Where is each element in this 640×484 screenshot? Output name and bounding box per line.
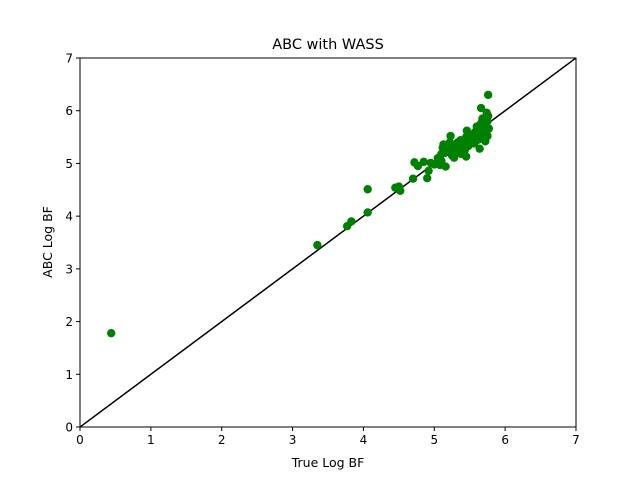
data-point-65 xyxy=(484,124,494,133)
data-point-53 xyxy=(476,103,486,113)
data-point-4 xyxy=(363,208,372,217)
data-point-12 xyxy=(419,157,428,167)
data-point-8 xyxy=(396,186,405,196)
y-tick-label-1: 1 xyxy=(65,368,73,382)
x-tick-label-6: 6 xyxy=(501,433,509,447)
axes-frame xyxy=(79,57,577,428)
data-point-26 xyxy=(446,131,455,141)
data-point-69 xyxy=(437,156,446,165)
data-point-0 xyxy=(106,328,116,338)
reference-line xyxy=(80,58,576,427)
data-point-1 xyxy=(313,240,322,250)
data-point-3 xyxy=(347,217,356,226)
y-tick-label-4: 4 xyxy=(65,210,73,224)
data-point-23 xyxy=(441,162,450,171)
x-tick-label-7: 7 xyxy=(572,433,580,447)
y-tick-label-6: 6 xyxy=(65,104,73,118)
data-point-68 xyxy=(453,138,462,147)
x-tick-label-2: 2 xyxy=(218,433,226,447)
data-point-5 xyxy=(363,185,372,194)
data-point-50 xyxy=(475,144,484,153)
y-tick-label-7: 7 xyxy=(65,52,73,66)
chart-title: ABC with WASS xyxy=(272,37,384,53)
data-point-9 xyxy=(408,174,418,183)
y-axis-label: ABC Log BF xyxy=(40,206,55,278)
x-tick-label-1: 1 xyxy=(147,433,155,447)
data-point-63 xyxy=(483,111,493,121)
data-point-66 xyxy=(471,137,480,146)
y-tick-label-0: 0 xyxy=(65,421,73,435)
data-point-64 xyxy=(483,90,493,100)
x-tick-label-5: 5 xyxy=(430,433,438,447)
data-point-67 xyxy=(458,148,467,158)
plot-area: 0 1 2 3 4 5 6 7 0 1 2 3 4 5 6 7 xyxy=(65,52,579,448)
x-tick-label-0: 0 xyxy=(76,433,84,447)
y-tick-label-5: 5 xyxy=(65,157,73,171)
data-point-62 xyxy=(483,131,492,141)
data-point-13 xyxy=(423,173,432,183)
y-tick-label-2: 2 xyxy=(65,315,73,329)
data-point-21 xyxy=(439,140,448,149)
x-tick-label-4: 4 xyxy=(360,433,368,447)
x-axis-label: True Log BF xyxy=(291,455,365,470)
data-point-14 xyxy=(424,166,433,176)
x-tick-label-3: 3 xyxy=(289,433,297,447)
y-tick-label-3: 3 xyxy=(65,262,73,276)
